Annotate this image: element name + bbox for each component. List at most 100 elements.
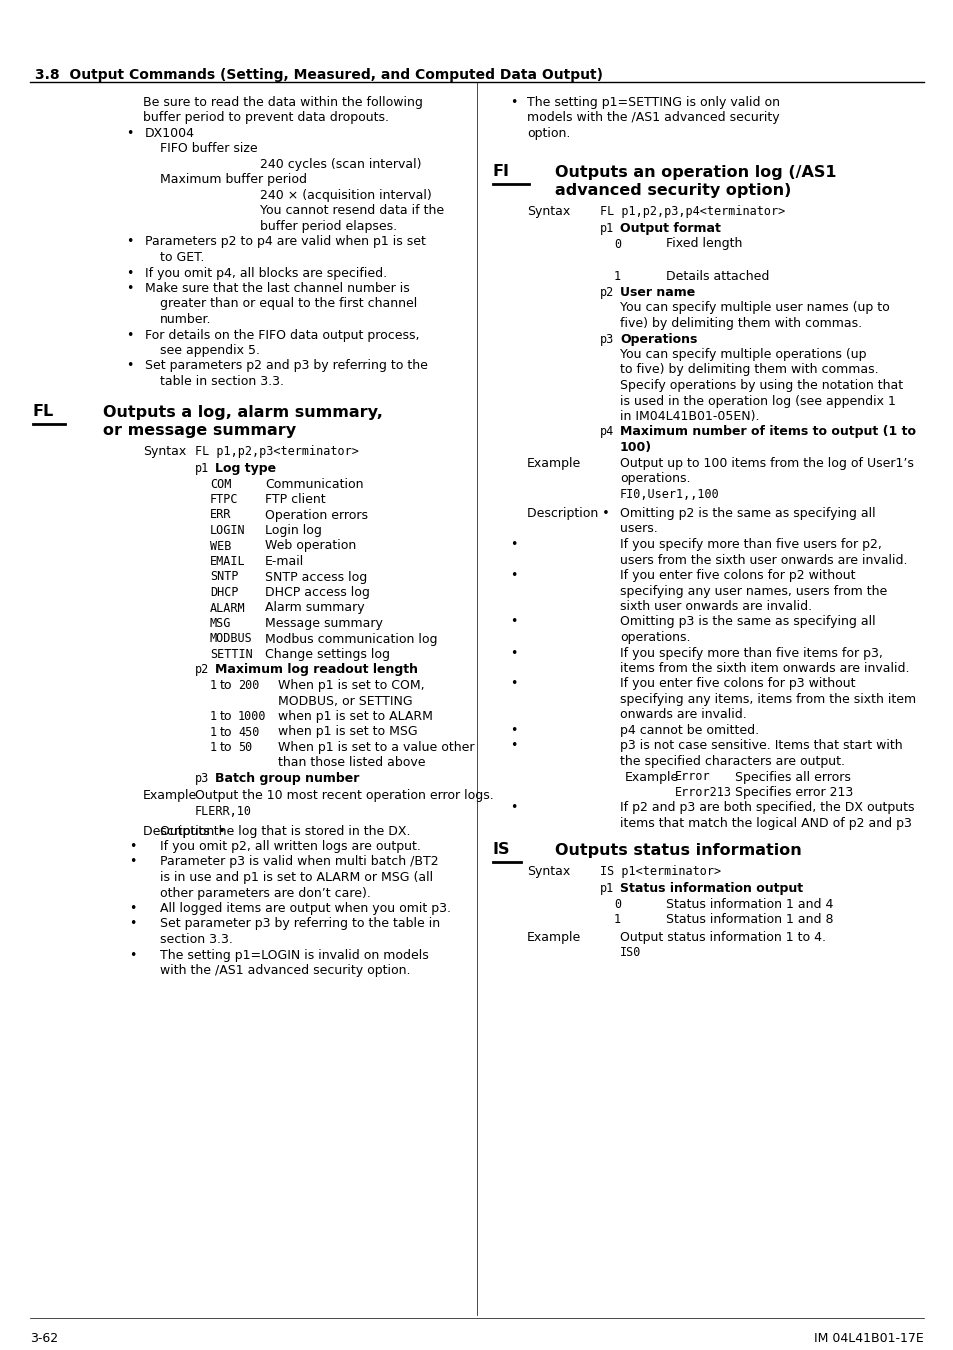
Text: Outputs the log that is stored in the DX.: Outputs the log that is stored in the DX…	[160, 825, 410, 837]
Text: to: to	[220, 710, 233, 724]
Text: Make sure that the last channel number is: Make sure that the last channel number i…	[145, 282, 410, 296]
Text: MSG: MSG	[210, 617, 232, 630]
Text: •: •	[126, 235, 133, 248]
Text: 240 × (acquisition interval): 240 × (acquisition interval)	[260, 189, 432, 202]
Text: Description •: Description •	[143, 825, 226, 837]
Text: •: •	[126, 127, 133, 140]
Text: •: •	[510, 96, 517, 109]
Text: Login log: Login log	[265, 524, 321, 537]
Text: 3.8  Output Commands (Setting, Measured, and Computed Data Output): 3.8 Output Commands (Setting, Measured, …	[35, 68, 602, 82]
Text: option.: option.	[526, 127, 570, 140]
Text: Operations: Operations	[619, 332, 697, 346]
Text: •: •	[126, 282, 133, 296]
Text: The setting p1=SETTING is only valid on: The setting p1=SETTING is only valid on	[526, 96, 780, 109]
Text: Parameters p2 to p4 are valid when p1 is set: Parameters p2 to p4 are valid when p1 is…	[145, 235, 425, 248]
Text: Be sure to read the data within the following: Be sure to read the data within the foll…	[143, 96, 422, 109]
Text: Batch group number: Batch group number	[214, 772, 359, 784]
Text: Status information 1 and 4: Status information 1 and 4	[665, 898, 833, 910]
Text: IS: IS	[493, 842, 510, 857]
Text: p2: p2	[194, 663, 209, 676]
Text: Outputs a log, alarm summary,: Outputs a log, alarm summary,	[103, 405, 382, 420]
Text: ERR: ERR	[210, 509, 232, 521]
Text: Specifies error 213: Specifies error 213	[734, 786, 852, 799]
Text: Fixed length: Fixed length	[665, 238, 741, 251]
Text: 0: 0	[614, 898, 620, 910]
Text: 0: 0	[614, 238, 620, 251]
Text: FL p1,p2,p3,p4<terminator>: FL p1,p2,p3,p4<terminator>	[599, 204, 784, 217]
Text: or message summary: or message summary	[103, 423, 295, 437]
Text: to GET.: to GET.	[160, 251, 204, 265]
Text: to five) by delimiting them with commas.: to five) by delimiting them with commas.	[619, 363, 878, 377]
Text: Maximum log readout length: Maximum log readout length	[214, 663, 417, 676]
Text: If you omit p4, all blocks are specified.: If you omit p4, all blocks are specified…	[145, 266, 387, 279]
Text: Syntax: Syntax	[143, 444, 186, 458]
Text: MODBUS: MODBUS	[210, 633, 253, 645]
Text: Alarm summary: Alarm summary	[265, 602, 364, 614]
Text: p3 is not case sensitive. Items that start with: p3 is not case sensitive. Items that sta…	[619, 740, 902, 752]
Text: Set parameter p3 by referring to the table in: Set parameter p3 by referring to the tab…	[160, 918, 439, 930]
Text: DHCP: DHCP	[210, 586, 238, 599]
Text: Example: Example	[526, 930, 580, 944]
Text: •: •	[510, 678, 517, 690]
Text: When p1 is set to COM,: When p1 is set to COM,	[277, 679, 424, 693]
Text: 1: 1	[210, 725, 217, 738]
Text: advanced security option): advanced security option)	[555, 182, 791, 197]
Text: Operation errors: Operation errors	[265, 509, 368, 521]
Text: Log type: Log type	[214, 462, 275, 475]
Text: models with the /AS1 advanced security: models with the /AS1 advanced security	[526, 112, 779, 124]
Text: Output format: Output format	[619, 221, 720, 235]
Text: If you enter five colons for p2 without: If you enter five colons for p2 without	[619, 568, 855, 582]
Text: •: •	[510, 647, 517, 660]
Text: User name: User name	[619, 286, 695, 298]
Text: Status information output: Status information output	[619, 882, 802, 895]
Text: Message summary: Message summary	[265, 617, 382, 630]
Text: Set parameters p2 and p3 by referring to the: Set parameters p2 and p3 by referring to…	[145, 359, 428, 373]
Text: onwards are invalid.: onwards are invalid.	[619, 709, 746, 721]
Text: •: •	[129, 856, 136, 868]
Text: five) by delimiting them with commas.: five) by delimiting them with commas.	[619, 317, 862, 329]
Text: FL p1,p2,p3<terminator>: FL p1,p2,p3<terminator>	[194, 444, 358, 458]
Text: MODBUS, or SETTING: MODBUS, or SETTING	[277, 694, 413, 707]
Text: •: •	[126, 359, 133, 373]
Text: users from the sixth user onwards are invalid.: users from the sixth user onwards are in…	[619, 554, 906, 567]
Text: operations.: operations.	[619, 630, 690, 644]
Text: in IM04L41B01-05EN).: in IM04L41B01-05EN).	[619, 410, 759, 423]
Text: Output up to 100 items from the log of User1’s: Output up to 100 items from the log of U…	[619, 456, 913, 470]
Text: FLERR,10: FLERR,10	[194, 805, 252, 818]
Text: when p1 is set to MSG: when p1 is set to MSG	[277, 725, 417, 738]
Text: You cannot resend data if the: You cannot resend data if the	[260, 204, 444, 217]
Text: DHCP access log: DHCP access log	[265, 586, 370, 599]
Text: SETTIN: SETTIN	[210, 648, 253, 662]
Text: Output status information 1 to 4.: Output status information 1 to 4.	[619, 930, 825, 944]
Text: Communication: Communication	[265, 478, 363, 490]
Text: FI: FI	[493, 165, 510, 180]
Text: Details attached: Details attached	[665, 270, 768, 284]
Text: 240 cycles (scan interval): 240 cycles (scan interval)	[260, 158, 421, 171]
Text: If you enter five colons for p3 without: If you enter five colons for p3 without	[619, 678, 855, 690]
Text: 1: 1	[210, 710, 217, 724]
Text: EMAIL: EMAIL	[210, 555, 245, 568]
Text: Example: Example	[624, 771, 679, 783]
Text: specifying any items, items from the sixth item: specifying any items, items from the six…	[619, 693, 915, 706]
Text: see appendix 5.: see appendix 5.	[160, 344, 260, 356]
Text: Omitting p2 is the same as specifying all: Omitting p2 is the same as specifying al…	[619, 508, 875, 520]
Text: If you omit p2, all written logs are output.: If you omit p2, all written logs are out…	[160, 840, 420, 853]
Text: Outputs an operation log (/AS1: Outputs an operation log (/AS1	[555, 165, 836, 180]
Text: than those listed above: than those listed above	[277, 756, 425, 770]
Text: IS0: IS0	[619, 946, 640, 958]
Text: If p2 and p3 are both specified, the DX outputs: If p2 and p3 are both specified, the DX …	[619, 802, 914, 814]
Text: p3: p3	[194, 772, 209, 784]
Text: IS p1<terminator>: IS p1<terminator>	[599, 864, 720, 878]
Text: FTPC: FTPC	[210, 493, 238, 506]
Text: p1: p1	[194, 462, 209, 475]
Text: 1: 1	[614, 270, 620, 284]
Text: with the /AS1 advanced security option.: with the /AS1 advanced security option.	[160, 964, 410, 977]
Text: Web operation: Web operation	[265, 540, 355, 552]
Text: COM: COM	[210, 478, 232, 490]
Text: buffer period elapses.: buffer period elapses.	[260, 220, 396, 234]
Text: The setting p1=LOGIN is invalid on models: The setting p1=LOGIN is invalid on model…	[160, 949, 428, 961]
Text: •: •	[129, 840, 136, 853]
Text: when p1 is set to ALARM: when p1 is set to ALARM	[277, 710, 433, 724]
Text: table in section 3.3.: table in section 3.3.	[160, 375, 284, 387]
Text: ALARM: ALARM	[210, 602, 245, 614]
